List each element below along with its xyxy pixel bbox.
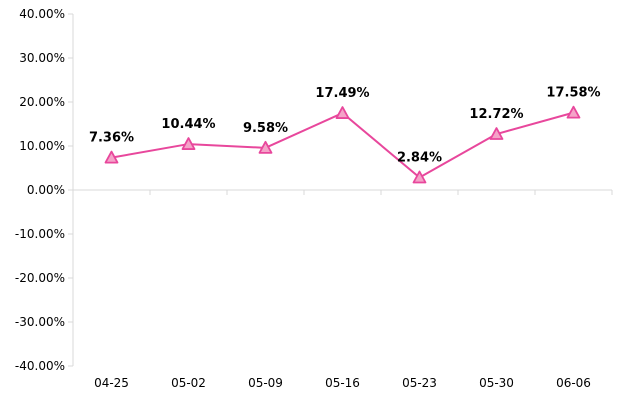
y-tick-label: -40.00% xyxy=(15,359,65,373)
x-axis-ticks: 04-25 05-02 05-09 05-16 05-23 05-30 06-06 xyxy=(94,376,591,390)
data-label: 12.72% xyxy=(469,107,523,122)
x-tick-label: 05-09 xyxy=(248,376,283,390)
x-tick-label: 05-16 xyxy=(325,376,360,390)
data-point-marker xyxy=(181,137,196,150)
x-tick-label: 05-02 xyxy=(171,376,206,390)
data-point-marker xyxy=(489,127,504,140)
series-group xyxy=(104,105,581,184)
x-tick-label: 04-25 xyxy=(94,376,129,390)
x-tick-label: 05-30 xyxy=(479,376,514,390)
data-label: 10.44% xyxy=(161,117,215,132)
data-label: 7.36% xyxy=(89,131,134,146)
axes xyxy=(72,14,613,366)
data-point-marker xyxy=(566,105,581,119)
y-tick-label: 40.00% xyxy=(19,7,65,21)
data-label: 17.58% xyxy=(546,86,600,101)
y-axis-ticks: 40.00% 30.00% 20.00% 10.00% 0.00% -10.00% -20.… xyxy=(15,7,73,373)
y-tick-label: -30.00% xyxy=(15,315,65,329)
data-point-marker xyxy=(258,140,273,154)
data-labels: 7.36% 10.44% 9.58% 17.49% 2.84% 12.72% 17.58% xyxy=(89,86,601,166)
y-tick-label: -10.00% xyxy=(15,227,65,241)
x-tick-label: 06-06 xyxy=(556,376,591,390)
data-point-marker xyxy=(412,170,427,184)
data-label: 2.84% xyxy=(397,151,442,166)
data-point-marker xyxy=(335,106,350,119)
y-tick-label: 20.00% xyxy=(19,95,65,109)
data-point-marker xyxy=(104,150,119,164)
y-tick-label: 0.00% xyxy=(27,183,65,197)
y-tick-label: -20.00% xyxy=(15,271,65,285)
data-label: 9.58% xyxy=(243,121,288,136)
data-label: 17.49% xyxy=(315,86,369,101)
y-tick-label: 30.00% xyxy=(19,51,65,65)
x-tick-label: 05-23 xyxy=(402,376,437,390)
y-tick-label: 10.00% xyxy=(19,139,65,153)
